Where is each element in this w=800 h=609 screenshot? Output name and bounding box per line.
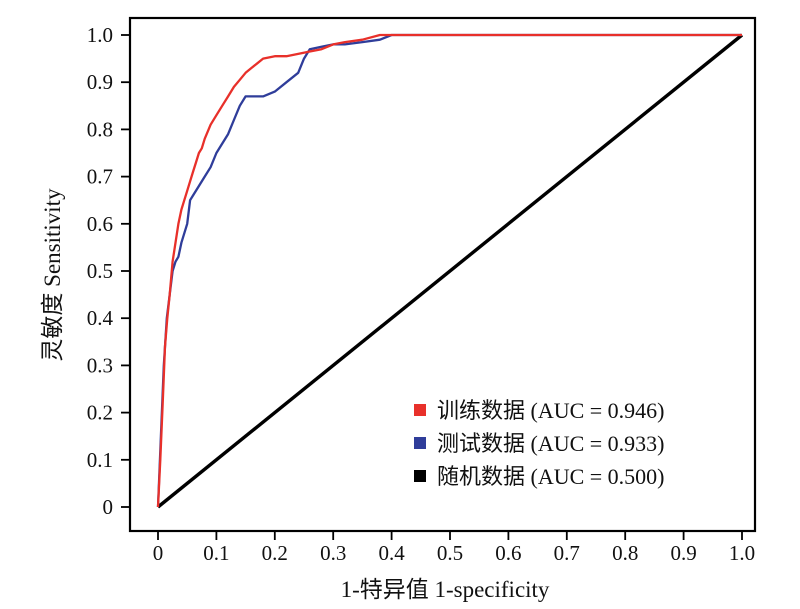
x-tick-label: 0.5 [437, 541, 463, 565]
x-tick-label: 0.8 [612, 541, 638, 565]
x-tick-label: 0.7 [554, 541, 580, 565]
x-tick-label: 0 [153, 541, 164, 565]
legend-swatch [414, 404, 426, 416]
legend-label: 随机数据 (AUC = 0.500) [437, 464, 665, 489]
legend-swatch [414, 470, 426, 482]
random-baseline-line [156, 33, 744, 509]
y-tick-label: 0.2 [87, 401, 113, 425]
test-roc-line [156, 33, 742, 508]
series-layer [156, 33, 744, 509]
y-tick-label: 0.6 [87, 212, 113, 236]
x-tick-label: 0.3 [320, 541, 346, 565]
legend-swatch [414, 437, 426, 449]
y-tick-label: 0.3 [87, 353, 113, 377]
x-tick-label: 1.0 [729, 541, 755, 565]
legend-label: 测试数据 (AUC = 0.933) [437, 431, 665, 456]
train-roc-line [156, 33, 742, 508]
x-tick-label: 0.1 [203, 541, 229, 565]
y-tick-label: 0.8 [87, 117, 113, 141]
y-axis-title: 灵敏度 Sensitivity [40, 188, 65, 362]
y-tick-label: 0.1 [87, 448, 113, 472]
y-tick-label: 0.4 [87, 306, 114, 330]
y-tick-label: 0.9 [87, 70, 113, 94]
x-tick-label: 0.6 [495, 541, 521, 565]
legend-item-random: 随机数据 (AUC = 0.500) [414, 464, 665, 489]
y-tick-label: 0 [103, 495, 114, 519]
y-tick-label: 0.7 [87, 165, 113, 189]
legend-label: 训练数据 (AUC = 0.946) [437, 398, 665, 423]
legend-item-test: 测试数据 (AUC = 0.933) [414, 431, 665, 456]
ticks-layer: 0 0.1 0.2 0.3 0.4 0.5 0.6 0.7 0.8 0.9 1.0 0 0.1 0.2 0.… [87, 23, 755, 565]
y-tick-label: 1.0 [87, 23, 113, 47]
x-tick-label: 0.2 [262, 541, 288, 565]
y-tick-label: 0.5 [87, 259, 113, 283]
legend: 训练数据 (AUC = 0.946) 测试数据 (AUC = 0.933) 随机数据… [414, 398, 665, 489]
x-tick-label: 0.9 [670, 541, 696, 565]
legend-item-train: 训练数据 (AUC = 0.946) [414, 398, 665, 423]
x-axis-title: 1-特异值 1-specificity [341, 577, 550, 602]
x-tick-label: 0.4 [378, 541, 405, 565]
